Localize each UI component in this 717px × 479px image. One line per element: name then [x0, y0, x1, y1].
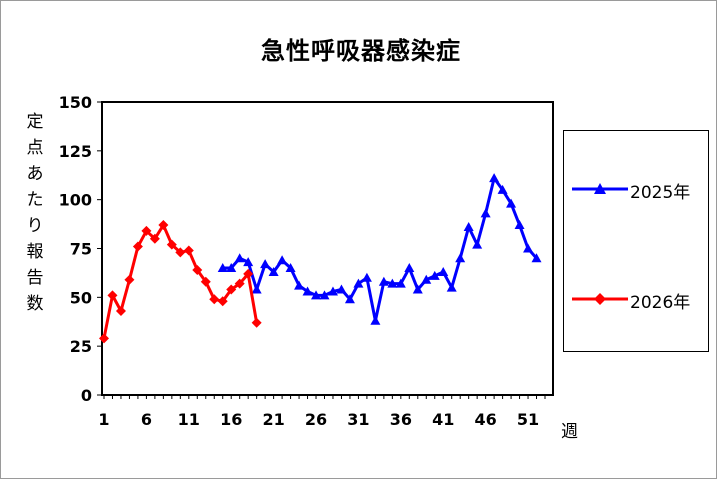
chart-title: 急性呼吸器感染症	[261, 37, 461, 65]
x-tick-label: 51	[517, 410, 539, 429]
series-point-0	[463, 222, 474, 232]
series-point-1	[107, 290, 118, 301]
series-point-0	[285, 263, 296, 273]
series-point-1	[251, 317, 262, 328]
series-point-0	[361, 272, 372, 282]
series-point-0	[344, 294, 355, 304]
series-point-1	[226, 284, 237, 295]
plot-frame	[101, 101, 554, 396]
series-point-0	[514, 220, 525, 230]
series-point-0	[472, 239, 483, 249]
x-tick-label: 1	[98, 410, 109, 429]
x-tick-label: 36	[390, 410, 412, 429]
y-tick-label: 125	[59, 142, 92, 161]
series-point-0	[234, 253, 245, 263]
series-point-0	[336, 284, 347, 294]
series-point-1	[183, 245, 194, 256]
series-point-0	[523, 243, 534, 253]
series-point-0	[268, 266, 279, 276]
x-tick-label: 46	[475, 410, 497, 429]
y-tick-label: 100	[59, 191, 92, 210]
series-point-0	[446, 282, 457, 292]
series-point-0	[217, 263, 228, 273]
series-point-0	[387, 278, 398, 288]
series-point-0	[480, 208, 491, 218]
series-point-0	[395, 278, 406, 288]
legend-label-2025: 2025年	[630, 183, 691, 203]
x-tick-label: 26	[305, 410, 327, 429]
x-tick-label: 11	[178, 410, 200, 429]
series-point-1	[234, 278, 245, 289]
x-tick-label: 16	[220, 410, 242, 429]
series-point-0	[251, 284, 262, 294]
series-point-0	[370, 315, 381, 325]
series-point-1	[166, 239, 177, 250]
series-point-1	[149, 233, 160, 244]
series-point-0	[455, 253, 466, 263]
y-tick-label: 0	[81, 386, 92, 405]
legend-item-2025: 2025年	[564, 174, 708, 204]
series-point-0	[412, 284, 423, 294]
series-point-0	[489, 173, 500, 183]
series-point-0	[438, 266, 449, 276]
series-point-0	[277, 255, 288, 265]
series-point-1	[99, 333, 109, 344]
y-axis-label: 定点あたり報告数	[26, 112, 44, 314]
series-point-0	[497, 184, 508, 194]
series-point-0	[353, 278, 364, 288]
series-point-1	[115, 306, 126, 317]
series-point-0	[302, 286, 313, 296]
legend: 2025年 2026年	[563, 130, 709, 352]
series-line-0	[222, 176, 538, 323]
series-point-1	[141, 225, 152, 236]
x-tick-label: 31	[347, 410, 369, 429]
series-point-1	[124, 274, 135, 285]
series-point-0	[243, 257, 254, 267]
series-point-1	[217, 296, 228, 307]
series-point-0	[319, 290, 330, 300]
x-axis-label: 週	[561, 422, 578, 442]
series-point-0	[404, 263, 415, 273]
series-point-0	[421, 274, 432, 284]
series-point-0	[311, 290, 322, 300]
series-point-1	[132, 241, 143, 252]
series-point-1	[175, 247, 186, 258]
series-point-0	[327, 286, 338, 296]
y-tick-label: 25	[70, 337, 92, 356]
series-point-0	[531, 253, 542, 263]
legend-label-2026: 2026年	[630, 293, 691, 313]
y-tick-label: 75	[70, 240, 92, 259]
series-point-0	[378, 276, 389, 286]
y-tick-label: 150	[59, 93, 92, 112]
legend-swatch-2026	[572, 293, 628, 305]
series-point-0	[429, 270, 440, 280]
series-point-1	[209, 294, 220, 305]
legend-swatch-2025	[572, 183, 628, 194]
series-point-0	[226, 263, 237, 273]
series-point-1	[243, 268, 254, 279]
x-tick-label: 6	[141, 410, 152, 429]
series-point-1	[200, 276, 211, 287]
series-point-1	[158, 220, 169, 231]
legend-item-2026: 2026年	[564, 284, 708, 314]
series-point-1	[192, 264, 203, 275]
series-point-0	[260, 259, 271, 269]
series-point-0	[294, 280, 305, 290]
series-point-0	[506, 198, 517, 208]
x-tick-label: 21	[262, 410, 284, 429]
x-tick-label: 41	[432, 410, 454, 429]
y-tick-label: 50	[70, 288, 92, 307]
